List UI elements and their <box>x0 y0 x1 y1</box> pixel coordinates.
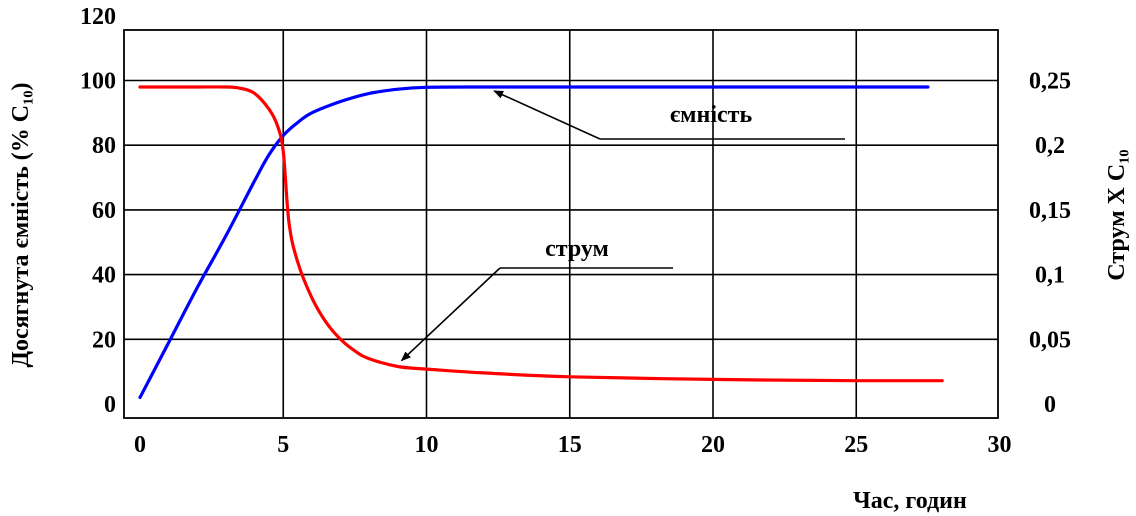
annotation-current-arrow <box>400 267 501 362</box>
grid <box>124 30 998 418</box>
y-left-tick-label: 80 <box>92 133 116 159</box>
x-tick-label: 5 <box>277 432 289 458</box>
x-tick-label: 15 <box>558 432 582 458</box>
y-right-tick-label: 0,1 <box>1035 263 1065 289</box>
annotations: ємність струм <box>400 90 845 362</box>
x-tick-label: 25 <box>844 432 868 458</box>
x-tick-label: 30 <box>988 432 1012 458</box>
y-left-tick-label: 120 <box>80 4 116 30</box>
annotation-capacity-arrow <box>493 90 601 140</box>
x-axis-title: Час, годин <box>853 488 967 514</box>
y-right-tick-label: 0 <box>1044 392 1056 418</box>
x-tick-label: 20 <box>701 432 725 458</box>
annotation-capacity-label: ємність <box>670 102 753 128</box>
x-tick-label: 0 <box>134 432 146 458</box>
y-right-tick-label: 0,05 <box>1029 327 1071 353</box>
y-left-tick-label: 60 <box>92 198 116 224</box>
y-right-tick-label: 0,25 <box>1029 69 1071 95</box>
y-left-tick-label: 100 <box>80 69 116 95</box>
y-axis-left-title: Досягнута ємність (% C₁₀) <box>8 82 34 367</box>
series <box>138 85 944 400</box>
y-axis-right-title: Струм X C₁₀ <box>1104 149 1130 280</box>
annotation-current-label: струм <box>545 236 609 262</box>
y-right-tick-label: 0,15 <box>1029 198 1071 224</box>
x-tick-label: 10 <box>415 432 439 458</box>
y-left-tick-label: 20 <box>92 327 116 353</box>
y-left-tick-label: 0 <box>104 392 116 418</box>
y-right-tick-label: 0,2 <box>1035 133 1065 159</box>
series-line-current <box>138 85 944 383</box>
plot-frame <box>123 29 999 419</box>
series-line-capacity <box>138 85 930 400</box>
tick-labels: 0 5 10 15 20 25 30 0 20 40 60 80 100 120 0 0,05 0,1 0,15 0… <box>80 4 1071 458</box>
y-left-tick-label: 40 <box>92 263 116 289</box>
